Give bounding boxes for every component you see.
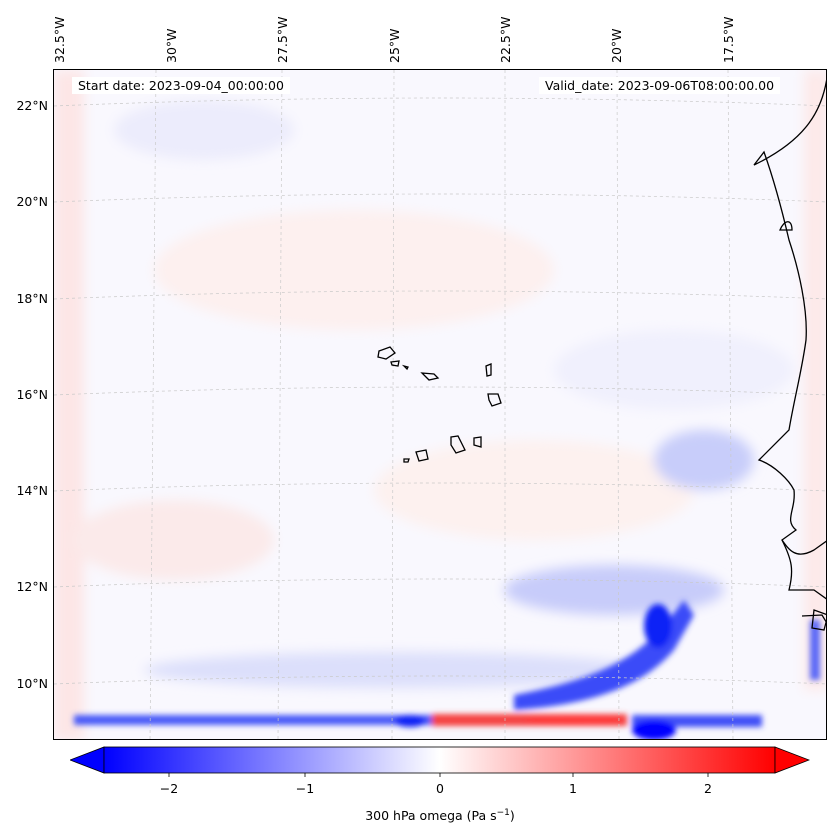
- colorbar: [70, 746, 810, 777]
- lon-label-25w: 25°W: [387, 28, 402, 63]
- colorbar-ticks: [168, 773, 709, 777]
- colorbar-extend-max: [774, 746, 810, 774]
- lon-label-30w: 30°W: [164, 28, 179, 63]
- omega-field-map: [54, 70, 826, 739]
- coastline: [753, 79, 826, 631]
- colorbar-tick-label: 1: [569, 781, 577, 796]
- lon-label-20w: 20°W: [609, 28, 624, 63]
- start-date-label: Start date: 2023-09-04_00:00:00: [72, 77, 290, 94]
- valid-date-label: Valid_date: 2023-09-06T08:00:00.00: [539, 77, 781, 94]
- lon-label-32-5w: 32.5°W: [52, 16, 67, 63]
- colorbar-extend-min: [70, 746, 105, 774]
- colorbar-gradient: [103, 746, 776, 774]
- cape-verde-islands: [377, 346, 502, 463]
- map-panel: [53, 69, 827, 740]
- lat-label-16n: 16°N: [16, 387, 48, 402]
- colorbar-tick-label: −1: [295, 781, 315, 796]
- lat-label-12n: 12°N: [16, 579, 48, 594]
- lon-label-22-5w: 22.5°W: [498, 16, 513, 63]
- colorbar-tick-label: −2: [159, 781, 179, 796]
- colorbar-tick-label: 0: [436, 781, 444, 796]
- graticule: [54, 70, 826, 739]
- lat-label-14n: 14°N: [16, 483, 48, 498]
- colorbar-tick-label: 2: [704, 781, 712, 796]
- lat-label-20n: 20°N: [16, 194, 48, 209]
- omega-field-patches: [54, 70, 826, 739]
- lon-label-27-5w: 27.5°W: [275, 16, 290, 63]
- lat-label-18n: 18°N: [16, 291, 48, 306]
- colorbar-title: 300 hPa omega (Pa s−1): [365, 808, 515, 824]
- strong-ascent-band: [74, 600, 820, 739]
- lon-label-17-5w: 17.5°W: [721, 16, 736, 63]
- lat-label-10n: 10°N: [16, 676, 48, 691]
- lat-label-22n: 22°N: [16, 98, 48, 113]
